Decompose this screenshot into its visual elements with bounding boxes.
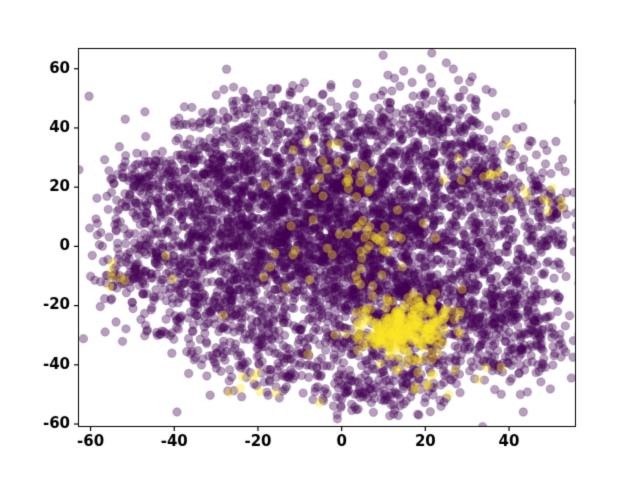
- scatter-figure: [0, 0, 640, 480]
- scatter-chart-canvas: [0, 0, 640, 480]
